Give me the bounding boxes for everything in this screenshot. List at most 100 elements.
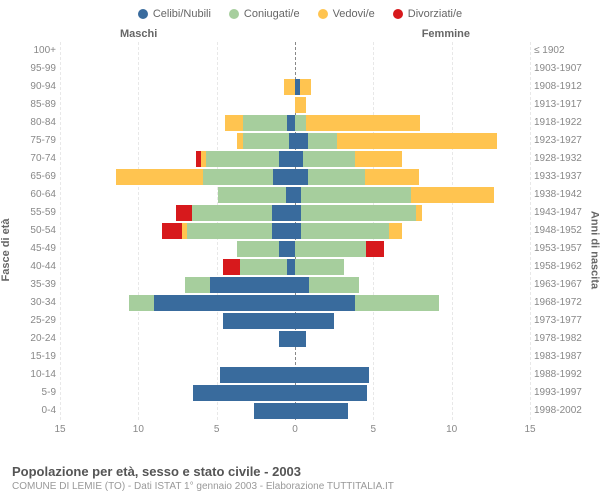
bar-segment [116,169,202,185]
male-bar [0,295,295,311]
bar-segment [295,151,303,167]
bar-segment [309,277,359,293]
age-row: 70-741928-1932 [60,150,530,168]
bar-segment [287,115,295,131]
female-bar [295,223,600,239]
female-bar [295,169,600,185]
female-bar [295,277,600,293]
bar-segment [411,187,494,203]
bar-segment [295,331,306,347]
male-bar [0,115,295,131]
bar-segment [243,133,288,149]
bar-segment [185,277,210,293]
bar-segment [308,169,366,185]
male-bar [0,61,295,77]
bar-segment [295,403,348,419]
x-tick: 15 [524,424,535,435]
age-row: 20-241978-1982 [60,330,530,348]
bar-segment [287,259,295,275]
bar-segment [284,79,295,95]
female-bar [295,97,600,113]
bar-segment [218,187,285,203]
bar-segment [295,295,355,311]
bar-segment [243,115,287,131]
bar-segment [389,223,402,239]
bar-segment [203,169,274,185]
age-row: 10-141988-1992 [60,366,530,384]
chart-footer: Popolazione per età, sesso e stato civil… [12,464,588,492]
age-row: 65-691933-1937 [60,168,530,186]
bar-segment [301,223,389,239]
male-bar [0,79,295,95]
female-bar [295,313,600,329]
male-bar [0,97,295,113]
legend-label: Coniugati/e [244,8,300,20]
bar-segment [279,331,295,347]
age-row: 0-41998-2002 [60,402,530,420]
chart-subtitle: COMUNE DI LEMIE (TO) - Dati ISTAT 1° gen… [12,481,588,492]
age-row: 30-341968-1972 [60,294,530,312]
female-bar [295,61,600,77]
female-bar [295,259,600,275]
female-bar [295,43,600,59]
bar-segment [416,205,422,221]
male-bar [0,403,295,419]
bar-segment [187,223,272,239]
age-row: 100+≤ 1902 [60,42,530,60]
male-bar [0,205,295,221]
population-pyramid: Celibi/NubiliConiugati/eVedovi/eDivorzia… [0,0,600,500]
age-row: 85-891913-1917 [60,96,530,114]
female-bar [295,187,600,203]
male-bar [0,223,295,239]
legend-label: Vedovi/e [333,8,375,20]
plot-area: 15105051015 100+≤ 190295-991903-190790-9… [60,42,530,420]
bar-segment [295,115,306,131]
bar-segment [273,169,295,185]
legend-item: Vedovi/e [318,8,375,20]
age-row: 50-541948-1952 [60,222,530,240]
male-bar [0,277,295,293]
bar-segment [272,205,296,221]
bar-segment [295,277,309,293]
male-bar [0,331,295,347]
chart-title: Popolazione per età, sesso e stato civil… [12,464,588,479]
bar-segment [366,241,385,257]
bar-segment [295,385,367,401]
female-bar [295,115,600,131]
female-bar [295,385,600,401]
legend-swatch [138,9,148,19]
bar-segment [306,115,420,131]
male-bar [0,385,295,401]
x-axis: 15105051015 [60,420,530,440]
female-bar [295,349,600,365]
legend-item: Coniugati/e [229,8,300,20]
male-bar [0,151,295,167]
bar-segment [223,313,295,329]
age-row: 80-841918-1922 [60,114,530,132]
legend-item: Divorziati/e [393,8,462,20]
bar-segment [355,295,440,311]
female-bar [295,241,600,257]
x-tick: 0 [292,424,298,435]
bar-segment [220,367,295,383]
bar-segment [300,79,311,95]
male-bar [0,349,295,365]
bar-segment [223,259,240,275]
bar-segment [303,151,355,167]
bar-segment [301,205,415,221]
age-row: 35-391963-1967 [60,276,530,294]
female-bar [295,331,600,347]
x-tick: 15 [54,424,65,435]
bar-segment [279,151,295,167]
legend-swatch [229,9,239,19]
age-row: 95-991903-1907 [60,60,530,78]
female-bar [295,403,600,419]
bar-segment [295,367,369,383]
bar-segment [295,169,308,185]
bar-segment [308,133,338,149]
age-row: 25-291973-1977 [60,312,530,330]
age-row: 45-491953-1957 [60,240,530,258]
male-bar [0,187,295,203]
female-header: Femmine [422,28,470,40]
legend-swatch [393,9,403,19]
